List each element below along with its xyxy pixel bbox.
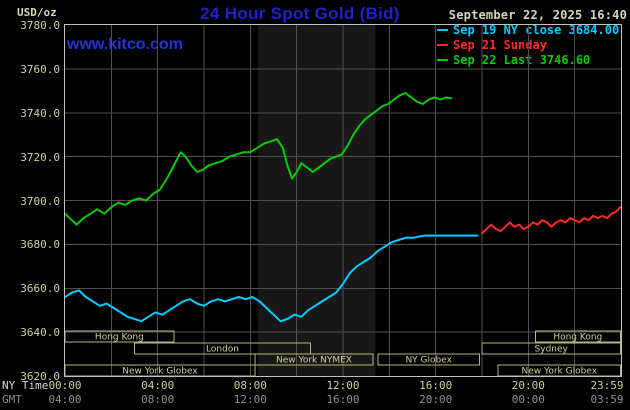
kitco-link[interactable]: www.kitco.com: [67, 36, 183, 53]
y-axis-tick: 3760.0: [20, 62, 60, 76]
session-box: [534, 330, 621, 343]
x-axis-tick-gmt: 16:00: [326, 393, 360, 406]
x-axis-tick-ny: 04:00: [141, 379, 175, 392]
y-axis-tick: 3620.0: [20, 370, 60, 383]
legend-dash-icon: [437, 44, 448, 46]
legend: Sep 19 NY close 3684.00 Sep 21 Sunday Se…: [437, 23, 619, 68]
legend-item: Sep 22 Last 3746.60: [437, 53, 619, 68]
session-label: Hong Kong: [553, 333, 602, 343]
session-label: London: [206, 345, 239, 355]
session-box: [65, 364, 256, 376]
session-box: [254, 353, 374, 366]
series-line-sep22-current: [65, 92, 453, 226]
page-title: 24 Hour Spot Gold (Bid): [200, 4, 400, 23]
y-axis-tick: 3660.0: [20, 282, 60, 296]
plot-area: Hong Kong Hong Kong London Sydney New York N…: [64, 24, 622, 377]
legend-dash-icon: [437, 59, 448, 61]
x-axis-tick-gmt: 00:00: [511, 393, 545, 406]
legend-dash-icon: [437, 29, 448, 31]
y-axis-tick: 3740.0: [20, 106, 60, 120]
session-box: [377, 353, 481, 366]
series-line-sep19-ny-close: [65, 234, 479, 323]
series-line-sep21-sunday: [481, 206, 621, 235]
legend-label: Sep 19 NY close 3684.00: [453, 23, 620, 37]
x-axis-ny-label: NY Time: [2, 379, 49, 392]
chart-datetime: September 22, 2025 16:40: [448, 8, 627, 22]
y-axis-tick: 3680.0: [20, 238, 60, 252]
legend-label: Sep 22 Last 3746.60: [453, 53, 591, 67]
session-box: [65, 330, 175, 343]
session-box: [497, 364, 621, 376]
y-axis-units-label: USD/oz: [17, 6, 57, 19]
session-box: [134, 342, 312, 355]
y-axis-tick: 3640.0: [20, 326, 60, 340]
x-axis-tick-gmt: 03:59: [590, 393, 624, 406]
x-axis-tick-gmt: 08:00: [141, 393, 175, 406]
legend-item: Sep 19 NY close 3684.00: [437, 23, 619, 38]
x-axis-tick-gmt: 20:00: [419, 393, 453, 406]
session-box: [481, 342, 621, 355]
session-label: New York Globex: [122, 367, 198, 377]
x-axis-tick-ny: 00:00: [48, 379, 82, 392]
legend-item: Sep 21 Sunday: [437, 38, 619, 53]
session-label: New York Globex: [522, 367, 598, 377]
x-axis-tick-ny: 12:00: [326, 379, 360, 392]
session-label: Hong Kong: [95, 333, 144, 343]
session-label: Sydney: [535, 345, 569, 355]
y-axis-tick: 3700.0: [20, 194, 60, 208]
session-label: NY Globex: [405, 356, 452, 366]
y-axis-tick: 3780.0: [20, 19, 60, 32]
price-chart-svg: Hong Kong Hong Kong London Sydney New York N…: [65, 25, 621, 376]
x-axis-tick-gmt: 04:00: [48, 393, 82, 406]
legend-label: Sep 21 Sunday: [453, 38, 547, 52]
session-label: New York NYMEX: [276, 356, 352, 366]
x-axis-tick-ny: 20:00: [511, 379, 545, 392]
x-axis-tick-ny: 16:00: [419, 379, 453, 392]
x-axis-tick-gmt: 12:00: [233, 393, 267, 406]
y-axis-tick: 3720.0: [20, 150, 60, 164]
x-axis-gmt-label: GMT: [2, 393, 22, 406]
x-axis-tick-ny: 08:00: [233, 379, 267, 392]
x-axis-tick-ny: 23:59: [590, 379, 624, 392]
